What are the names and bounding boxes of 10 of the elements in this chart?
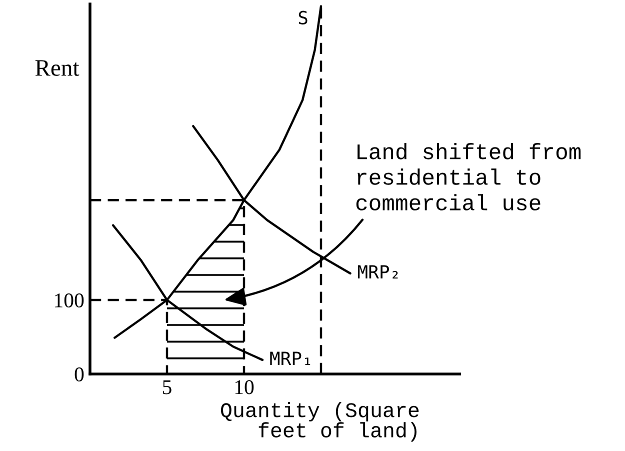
y-axis-title: Rent: [35, 60, 80, 76]
y-tick-label: 0: [74, 367, 84, 382]
series-label: MRP₂: [358, 265, 398, 278]
x-tick-label: 10: [235, 380, 254, 394]
x-axis-title: Quantity (Square feet of land): [220, 402, 419, 442]
y-tick-label: 100: [55, 293, 84, 308]
series-label: S: [298, 10, 308, 24]
x-tick-label: 5: [163, 380, 172, 394]
series-label: MRP₁: [270, 352, 310, 366]
annotation: Land shifted from residential to commercial use: [356, 143, 581, 210]
